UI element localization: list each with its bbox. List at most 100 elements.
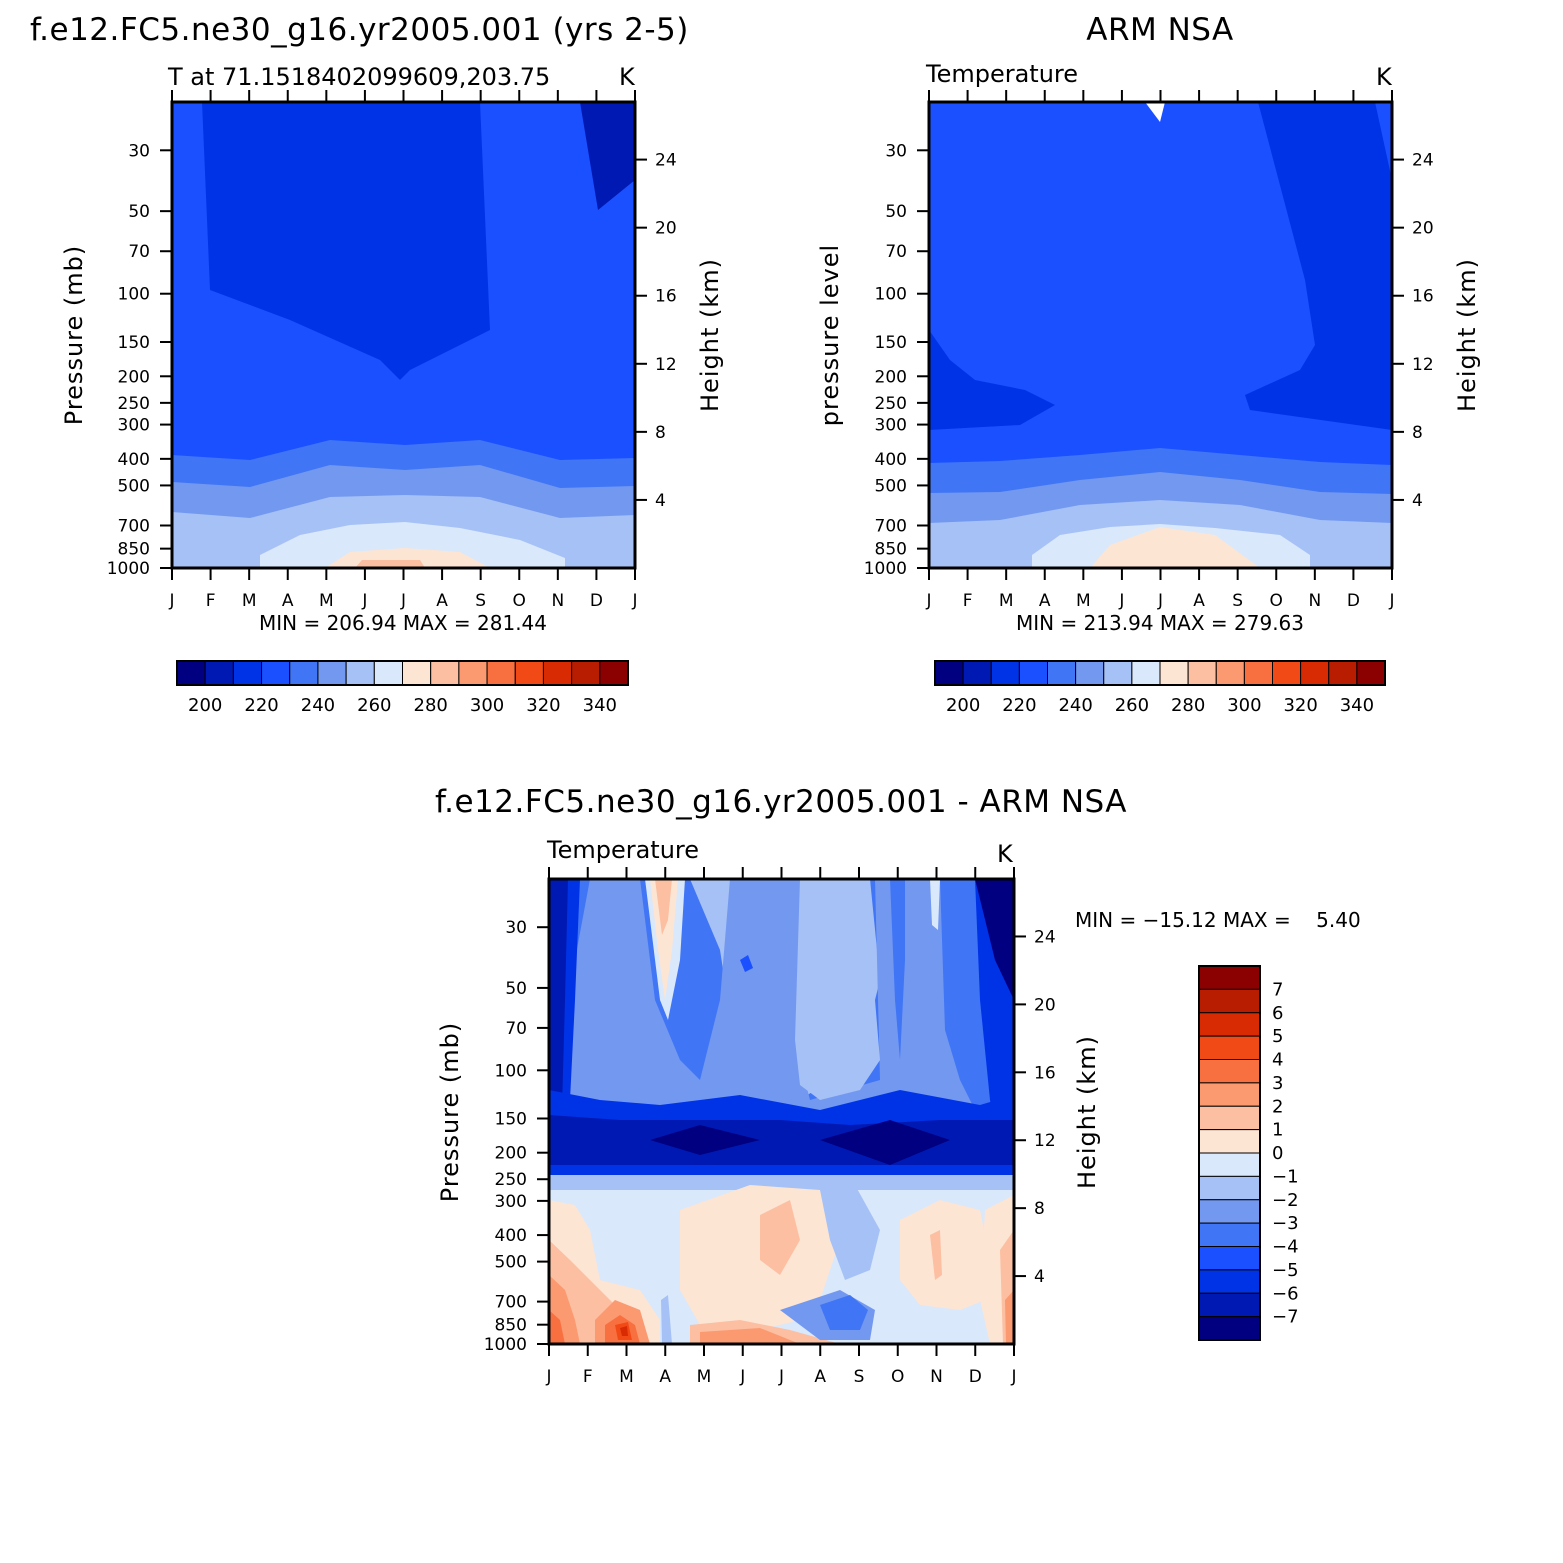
obs-colorbar-swatch — [1131, 660, 1161, 686]
panel-obs: ARM NSA Temperature K J F M A M J J A S O N D J 30 50 7… — [816, 12, 1481, 716]
model-ytick-right-label: 16 — [655, 287, 677, 307]
diff-colorbar-label: 1 — [1272, 1120, 1283, 1141]
obs-band-215-right — [1245, 102, 1392, 430]
obs-colorbar-swatch — [1047, 660, 1077, 686]
model-colorbar-swatch — [345, 660, 375, 686]
diff-ylabel: Pressure (mb) — [436, 1022, 464, 1202]
diff-colorbar-label: 3 — [1272, 1073, 1283, 1094]
model-minmax: MIN = 206.94 MAX = 281.44 — [259, 611, 547, 635]
model-ytick-label: 250 — [118, 394, 150, 414]
diff-band-pos1-oct — [930, 1230, 942, 1280]
obs-ytick-label: 400 — [875, 450, 907, 470]
diff-xtick-label: A — [814, 1367, 826, 1387]
diff-ytick-right-label: 24 — [1034, 927, 1056, 947]
model-ytick-label: 70 — [128, 242, 150, 262]
diff-colorbar-swatch — [1198, 1269, 1261, 1294]
model-ytick-label: 200 — [118, 367, 150, 387]
obs-xtick-label: M — [999, 591, 1014, 611]
diff-ytick-right-label: 16 — [1034, 1063, 1056, 1083]
obs-colorbar-swatch — [934, 660, 964, 686]
obs-colorbar-label: 300 — [1227, 695, 1261, 716]
obs-colorbar-swatch — [1243, 660, 1273, 686]
obs-colorbar-label: 200 — [946, 695, 980, 716]
model-colorbar-swatch — [599, 660, 629, 686]
model-xtick-label: S — [475, 591, 486, 611]
diff-colorbar-label: −4 — [1272, 1237, 1299, 1258]
model-colorbar-swatch — [373, 660, 403, 686]
obs-ytick-label: 50 — [885, 202, 907, 222]
diff-ytick-label: 100 — [495, 1061, 527, 1081]
model-band-225 — [172, 102, 635, 430]
diff-xtick-label: J — [1010, 1367, 1016, 1387]
obs-xtick-label: D — [1347, 591, 1360, 611]
diff-xtick-label: J — [739, 1367, 745, 1387]
diff-ytick-right-label: 4 — [1034, 1267, 1045, 1287]
diff-band-neg7-oct — [820, 1120, 950, 1165]
diff-colorbar-swatch — [1198, 1246, 1261, 1271]
diff-xtick-label: N — [930, 1367, 943, 1387]
model-ytick-label: 100 — [118, 285, 150, 305]
obs-contour-field — [929, 102, 1392, 568]
obs-colorbar-swatch — [1272, 660, 1302, 686]
model-band-270 — [260, 522, 565, 568]
model-ylabel-right: Height (km) — [696, 258, 724, 412]
diff-minmax: MIN = −15.12 MAX = 5.40 — [1075, 908, 1361, 932]
diff-colorbar-label: −2 — [1272, 1190, 1299, 1211]
diff-ytick-label: 150 — [495, 1110, 527, 1130]
model-xtick-label: O — [513, 591, 526, 611]
diff-band-pos2-jun — [700, 1328, 800, 1344]
diff-colorbar-label: 2 — [1272, 1096, 1283, 1117]
diff-ytick-label: 1000 — [484, 1335, 527, 1355]
model-xtick-label: N — [551, 591, 564, 611]
model-xtick-label: M — [242, 591, 257, 611]
obs-colorbar-swatch — [1159, 660, 1189, 686]
model-colorbar-label: 320 — [526, 695, 560, 716]
obs-colorbar-label: 320 — [1283, 695, 1317, 716]
diff-colorbar-swatch — [1198, 1035, 1261, 1060]
diff-xtick-label: A — [659, 1367, 671, 1387]
diff-ytick-right-label: 12 — [1034, 1131, 1056, 1151]
model-subtitle-left: T at 71.1518402099609,203.75 — [167, 63, 550, 91]
model-colorbar-label: 260 — [357, 695, 391, 716]
obs-ytick-right-label: 20 — [1412, 219, 1434, 239]
obs-colorbar-swatch — [1187, 660, 1217, 686]
obs-minmax: MIN = 213.94 MAX = 279.63 — [1016, 611, 1304, 635]
diff-ytick-label: 70 — [505, 1019, 527, 1039]
diff-band-neg2-apr — [661, 1295, 672, 1344]
diff-colorbar-label: −6 — [1272, 1283, 1299, 1304]
diff-ytick-label: 200 — [495, 1144, 527, 1164]
obs-colorbar-swatch — [1356, 660, 1386, 686]
obs-xtick-label: A — [1039, 591, 1051, 611]
model-ytick-label: 850 — [118, 540, 150, 560]
model-ytick-label: 700 — [118, 517, 150, 537]
diff-ytick-label: 700 — [495, 1293, 527, 1313]
obs-xtick-label: A — [1193, 591, 1205, 611]
model-xtick-label: A — [436, 591, 448, 611]
obs-ytick-label: 850 — [875, 540, 907, 560]
model-xtick-label: J — [400, 591, 406, 611]
diff-band-neg7-may — [650, 1125, 760, 1155]
diff-title: f.e12.FC5.ne30_g16.yr2005.001 - ARM NSA — [435, 784, 1127, 820]
obs-xtick-label: J — [925, 591, 931, 611]
obs-xtick-label: O — [1270, 591, 1283, 611]
diff-colorbar-swatch — [1198, 1292, 1261, 1318]
obs-subtitle-right: K — [1376, 63, 1393, 91]
model-colorbar-swatch — [204, 660, 234, 686]
obs-ytick-label: 500 — [875, 476, 907, 496]
diff-colorbar-label: 7 — [1272, 979, 1283, 1000]
model-xtick-label: J — [631, 591, 637, 611]
diff-band-neg4-sep — [820, 1295, 868, 1330]
model-colorbar-swatch — [289, 660, 319, 686]
obs-xtick-label: N — [1308, 591, 1321, 611]
diff-band-pos3-jan — [549, 1310, 565, 1344]
diff-colorbar-swatch — [1198, 1059, 1261, 1084]
obs-xtick-label: M — [1076, 591, 1091, 611]
model-ytick-label: 400 — [118, 450, 150, 470]
model-colorbar-swatch — [176, 660, 206, 686]
model-ytick-label: 300 — [118, 416, 150, 436]
obs-xtick-label: S — [1232, 591, 1243, 611]
diff-colorbar-swatch — [1198, 988, 1261, 1014]
diff-colorbar-frame — [1198, 965, 1261, 1341]
